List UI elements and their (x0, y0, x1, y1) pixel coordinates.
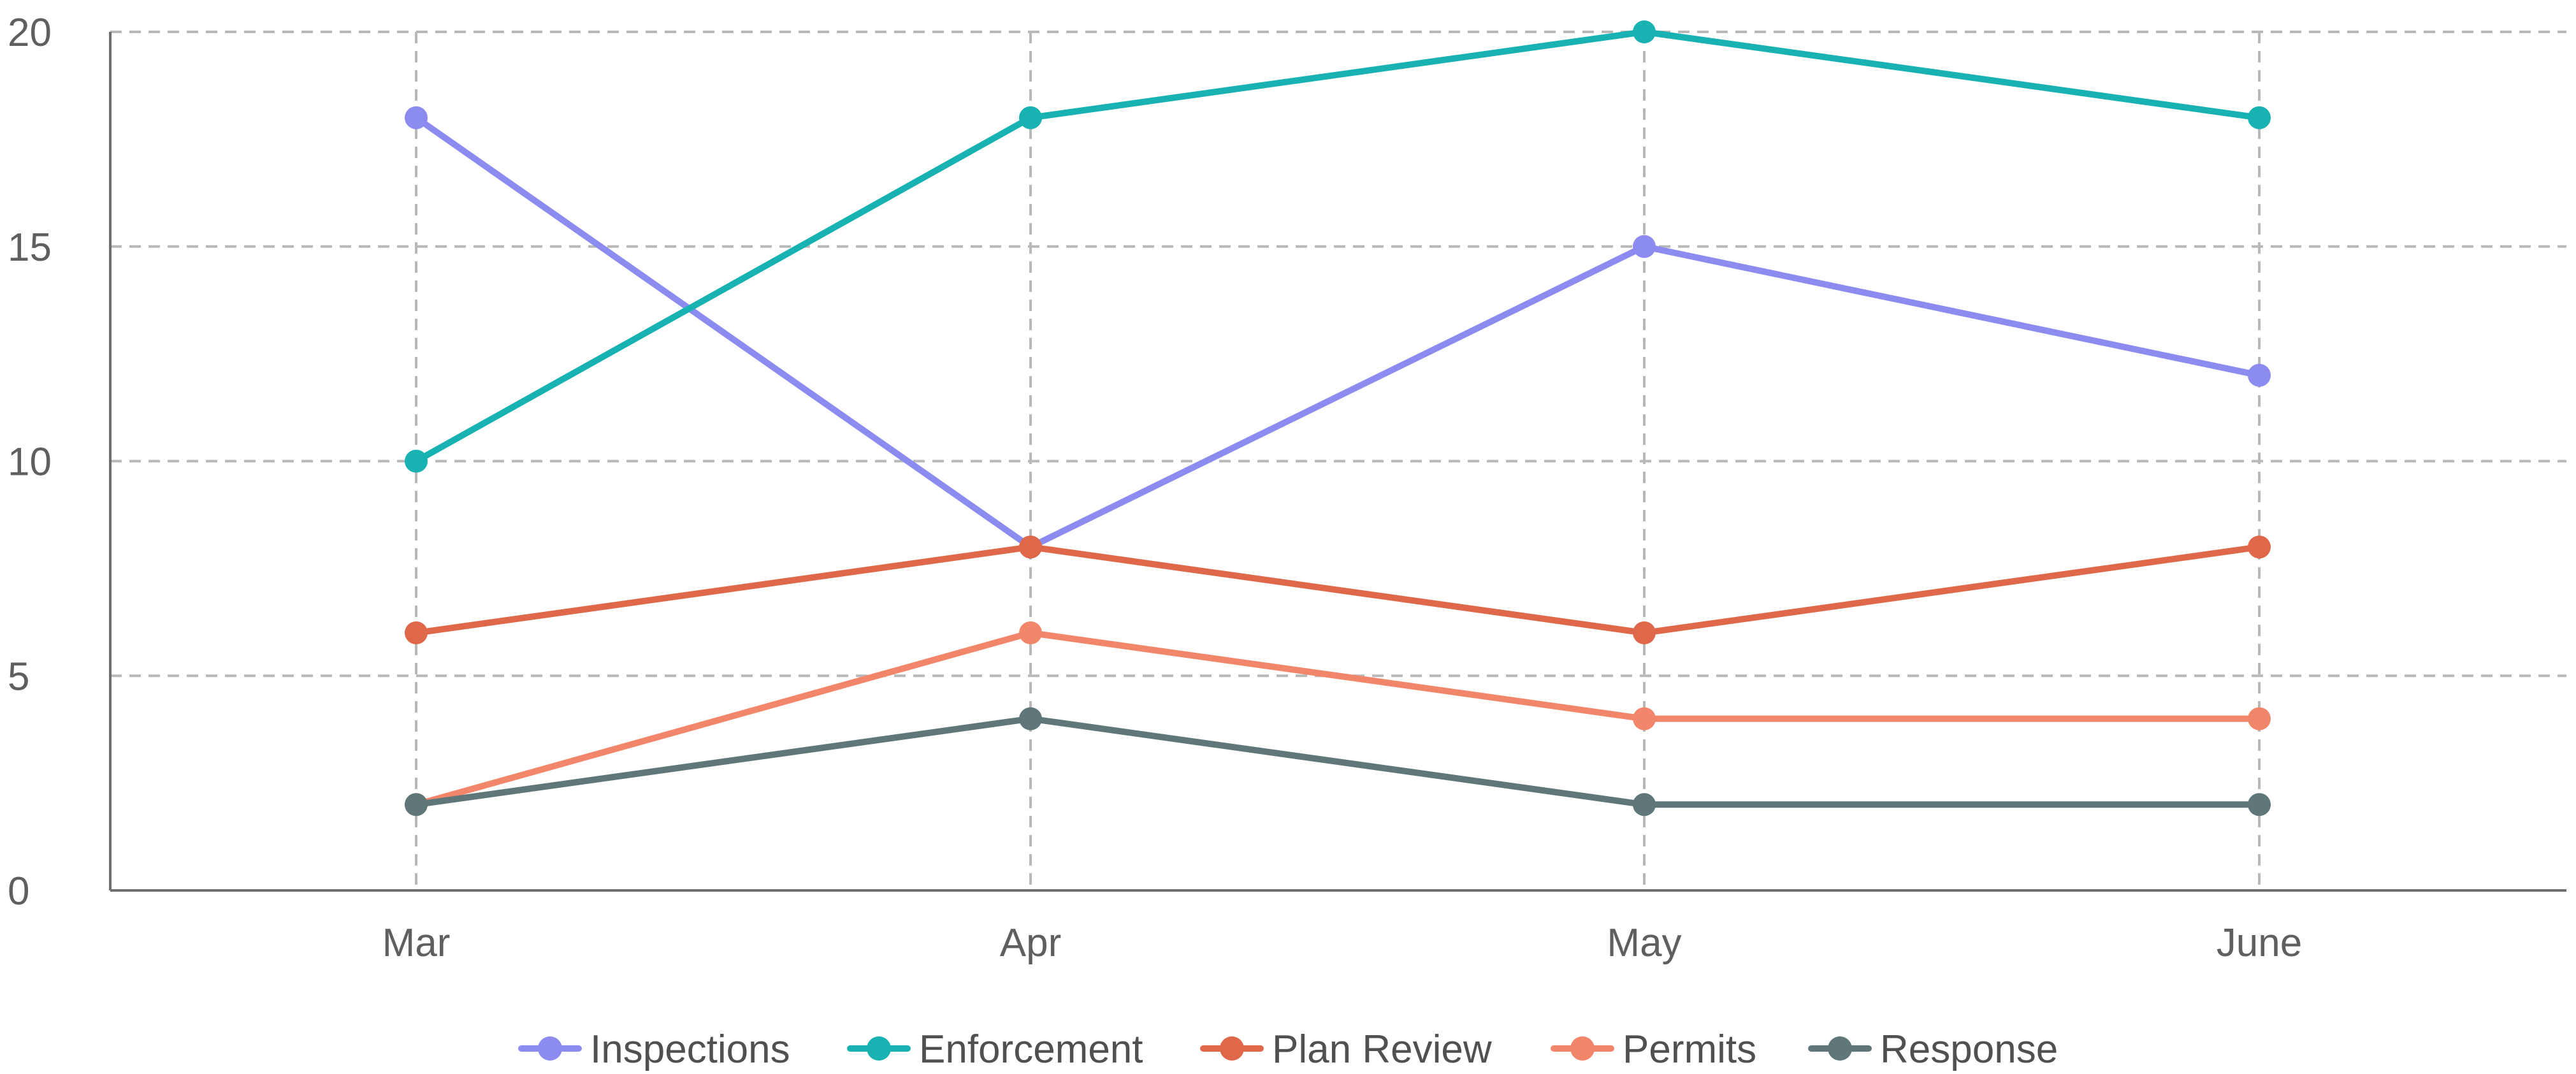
data-point-permits (1019, 621, 1042, 644)
legend-item-response: Response (1808, 1027, 2058, 1071)
series-line-permits (413, 629, 2262, 808)
data-point-response (1019, 707, 1042, 730)
series-inspections (405, 106, 2271, 559)
legend-label: Plan Review (1272, 1027, 1492, 1071)
y-tick-label: 20 (8, 11, 52, 55)
x-tick-label: May (1607, 921, 1681, 965)
axis-layer (109, 32, 2566, 892)
data-point-plan-review (1633, 621, 1656, 644)
series-layer (405, 20, 2271, 816)
legend-item-permits: Permits (1551, 1027, 1756, 1071)
y-tick-label: 5 (8, 655, 29, 699)
series-line-response (413, 715, 2262, 808)
x-tick-label: Apr (1000, 921, 1061, 965)
legend-label: Permits (1623, 1027, 1756, 1071)
data-point-permits (1633, 707, 1656, 730)
legend-item-enforcement: Enforcement (847, 1027, 1143, 1071)
series-line-plan-review (413, 544, 2262, 636)
legend-swatch-marker (1828, 1036, 1852, 1061)
data-point-enforcement (1633, 20, 1656, 43)
data-point-permits (2248, 707, 2271, 730)
legend-item-plan-review: Plan Review (1200, 1027, 1492, 1071)
data-point-response (405, 793, 428, 816)
legend: Inspections Enforcement Plan Review Permits… (518, 1027, 2058, 1071)
y-tick-label: 15 (8, 226, 52, 270)
y-tick-label: 0 (8, 869, 29, 913)
legend-item-inspections: Inspections (518, 1027, 790, 1071)
data-point-plan-review (1019, 535, 1042, 559)
data-point-inspections (405, 106, 428, 129)
data-point-inspections (2248, 363, 2271, 387)
data-point-response (1633, 793, 1656, 816)
legend-label: Enforcement (919, 1027, 1143, 1071)
x-tick-label: June (2217, 921, 2302, 965)
data-point-response (2248, 793, 2271, 816)
data-point-enforcement (1019, 106, 1042, 129)
legend-swatch-marker (1570, 1036, 1595, 1061)
x-tick-label: Mar (382, 921, 451, 965)
series-response (405, 707, 2271, 816)
series-line-enforcement (413, 29, 2262, 465)
legend-label: Inspections (590, 1027, 790, 1071)
data-point-enforcement (405, 449, 428, 473)
data-point-enforcement (2248, 106, 2271, 129)
legend-swatch-marker (1220, 1036, 1244, 1061)
legend-label: Response (1880, 1027, 2058, 1071)
series-enforcement (405, 20, 2271, 473)
tick-layer: 0 5 10 15 20 Mar Apr May June (8, 11, 2302, 965)
legend-swatch-marker (538, 1036, 562, 1061)
data-point-inspections (1633, 235, 1656, 258)
data-point-plan-review (405, 621, 428, 644)
series-plan-review (405, 535, 2271, 644)
legend-swatch-marker (867, 1036, 891, 1061)
series-permits (405, 621, 2271, 816)
y-tick-label: 10 (8, 440, 52, 484)
series-line-inspections (413, 114, 2262, 551)
data-point-plan-review (2248, 535, 2271, 559)
